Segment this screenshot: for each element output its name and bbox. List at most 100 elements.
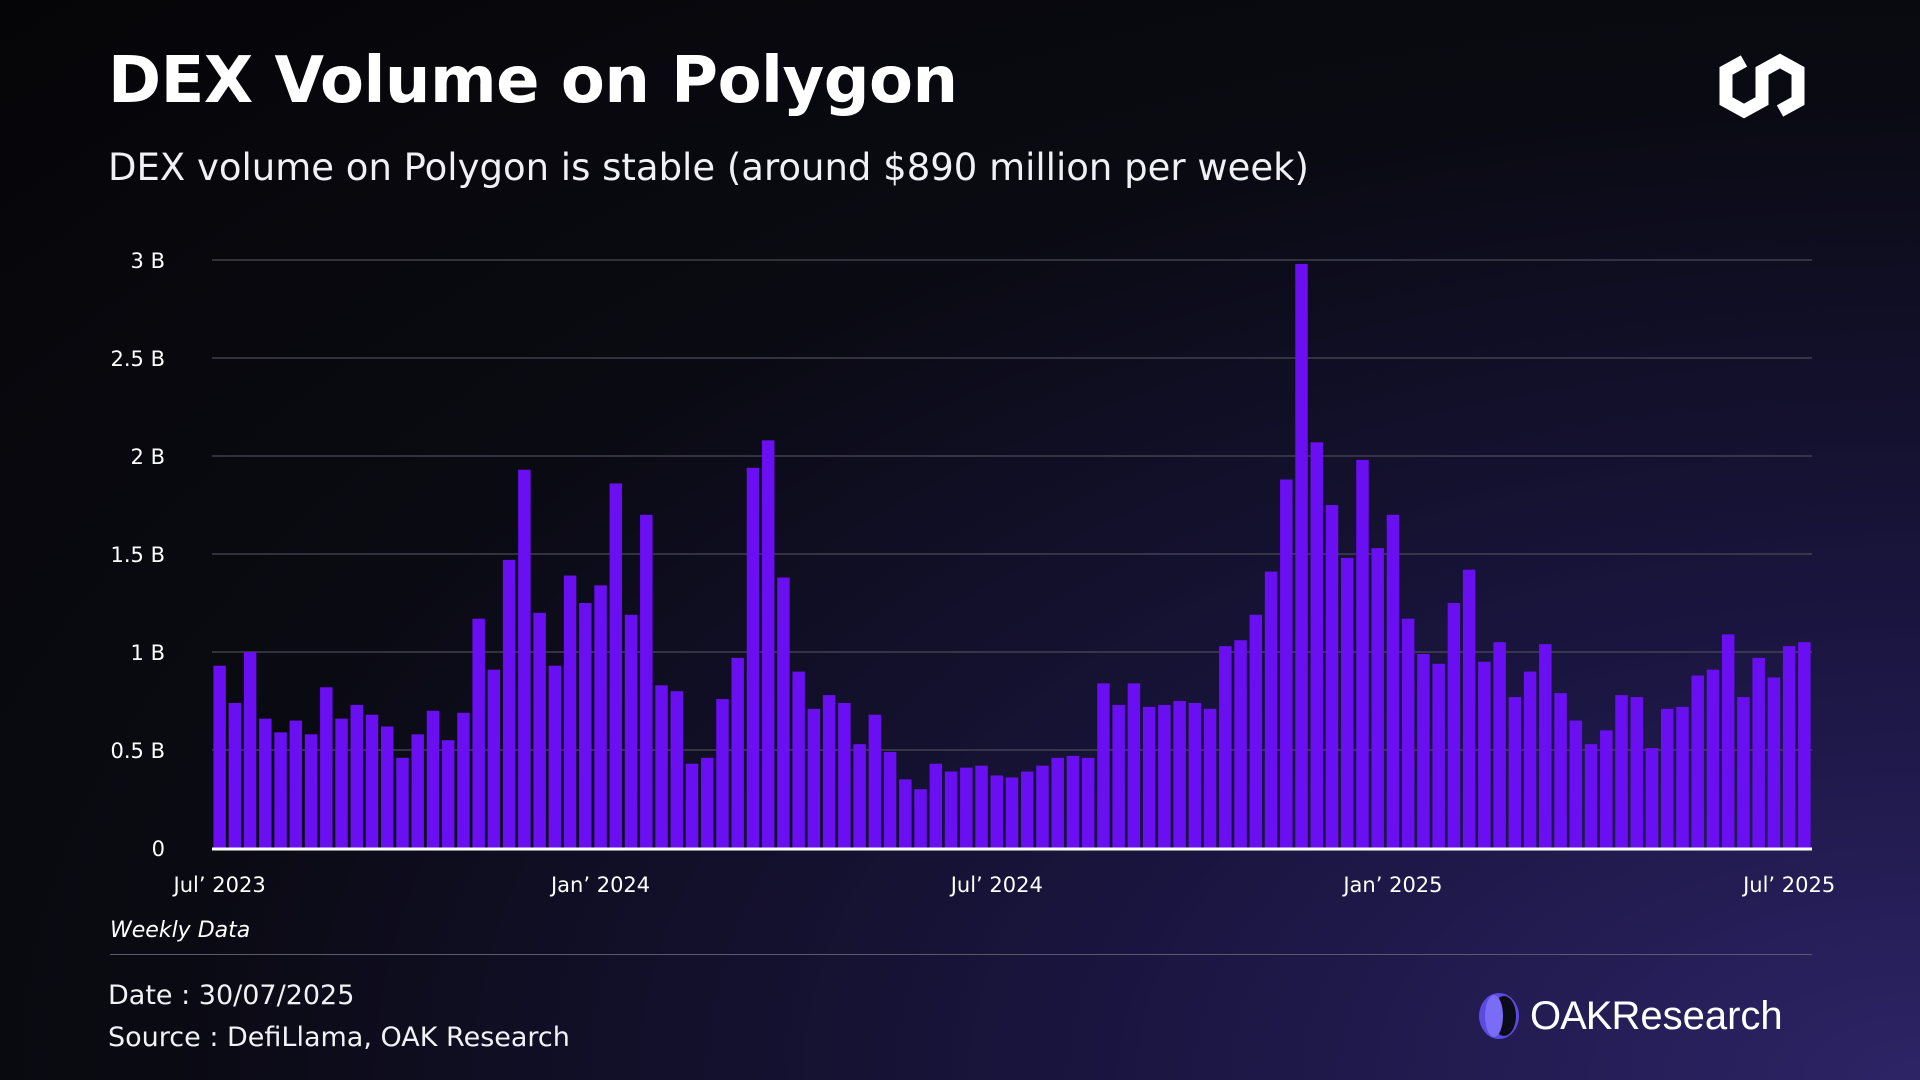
bar bbox=[1340, 557, 1354, 848]
x-tick-label: Jan’ 2024 bbox=[549, 873, 650, 897]
bar bbox=[944, 771, 958, 848]
bar bbox=[1447, 603, 1461, 848]
bar bbox=[1523, 671, 1537, 848]
bar bbox=[883, 751, 897, 848]
bar bbox=[853, 744, 866, 848]
bar-chart: 0 0.5 B 1 B 1.5 B 2 B 2.5 B 3 B Jul’ 2023 Jan’ 2… bbox=[111, 249, 1835, 897]
bar bbox=[868, 714, 882, 848]
bar bbox=[426, 710, 440, 848]
bar bbox=[1203, 708, 1217, 848]
bar bbox=[1127, 683, 1141, 848]
brand-logo: OAKResearch bbox=[1476, 988, 1783, 1044]
bar bbox=[1752, 657, 1765, 848]
bar bbox=[350, 704, 364, 848]
bar bbox=[838, 702, 851, 848]
page-title: DEX Volume on Polygon bbox=[108, 44, 958, 118]
bar bbox=[655, 685, 668, 848]
bar bbox=[1508, 697, 1522, 848]
bar bbox=[1584, 744, 1598, 848]
bar bbox=[1737, 697, 1750, 848]
data-frequency-note: Weekly Data bbox=[110, 918, 251, 943]
bar bbox=[1782, 646, 1796, 848]
oak-research-logo-icon bbox=[1479, 993, 1519, 1039]
bar bbox=[1310, 442, 1324, 848]
bar bbox=[259, 718, 272, 848]
bar bbox=[1219, 646, 1232, 848]
bar bbox=[1554, 693, 1567, 848]
bar bbox=[1539, 644, 1552, 848]
bar bbox=[396, 757, 409, 848]
x-tick-label: Jul’ 2025 bbox=[1741, 873, 1835, 897]
bar bbox=[1264, 571, 1278, 848]
date-label: Date : 30/07/2025 bbox=[108, 980, 355, 1011]
x-tick-label: Jul’ 2023 bbox=[172, 873, 266, 897]
bar bbox=[1173, 701, 1186, 848]
x-tick-label: Jul’ 2024 bbox=[949, 873, 1043, 897]
bar bbox=[243, 652, 257, 848]
bar bbox=[761, 440, 775, 848]
bar bbox=[228, 702, 242, 848]
bar bbox=[822, 695, 836, 848]
bar bbox=[1767, 677, 1781, 848]
y-tick-label: 3 B bbox=[131, 249, 165, 273]
y-tick-label: 0.5 B bbox=[111, 739, 165, 763]
footer-divider bbox=[110, 954, 1812, 955]
bar bbox=[1676, 706, 1689, 848]
bar bbox=[640, 514, 653, 848]
bar bbox=[746, 467, 760, 848]
bar bbox=[1691, 675, 1704, 848]
bar bbox=[1188, 702, 1202, 848]
bar bbox=[807, 708, 821, 848]
bar bbox=[487, 669, 501, 848]
source-label: Source : DefiLlama, OAK Research bbox=[108, 1022, 570, 1053]
bar bbox=[411, 734, 424, 848]
bar bbox=[1660, 708, 1674, 848]
y-tick-label: 2.5 B bbox=[111, 347, 165, 371]
bar bbox=[1432, 663, 1445, 848]
bar bbox=[1295, 263, 1308, 848]
bar bbox=[365, 714, 379, 848]
bar bbox=[670, 691, 684, 848]
bar bbox=[533, 612, 546, 848]
bar bbox=[1142, 706, 1156, 848]
brand-name-rest: Research bbox=[1611, 993, 1783, 1038]
bar bbox=[1401, 618, 1415, 848]
bar bbox=[1280, 479, 1293, 848]
bar bbox=[380, 726, 394, 848]
bar bbox=[518, 469, 531, 848]
bar bbox=[1020, 771, 1034, 848]
brand-name-bold: OAK bbox=[1530, 993, 1612, 1038]
y-tick-label: 1.5 B bbox=[111, 543, 165, 567]
bar bbox=[1005, 777, 1019, 848]
bar bbox=[1478, 661, 1491, 848]
bar bbox=[609, 483, 623, 848]
bar bbox=[274, 732, 287, 848]
bar bbox=[457, 712, 470, 848]
bar bbox=[975, 765, 988, 848]
bar bbox=[1249, 614, 1263, 848]
bar bbox=[579, 603, 592, 848]
bar bbox=[1600, 730, 1613, 848]
bar bbox=[1462, 569, 1476, 848]
bar bbox=[777, 577, 790, 848]
bar bbox=[731, 657, 744, 848]
bar bbox=[1721, 634, 1735, 848]
bar bbox=[1081, 757, 1095, 848]
bar bbox=[1234, 640, 1247, 848]
bar bbox=[624, 614, 638, 848]
bar bbox=[1569, 720, 1583, 848]
x-tick-label: Jan’ 2025 bbox=[1341, 873, 1442, 897]
bar bbox=[792, 671, 805, 848]
bar bbox=[1417, 653, 1430, 848]
bar bbox=[1051, 757, 1064, 848]
bar bbox=[1356, 459, 1369, 848]
bar bbox=[700, 757, 714, 848]
bar bbox=[335, 718, 348, 848]
bar bbox=[1798, 642, 1811, 848]
bar bbox=[899, 779, 912, 848]
bar bbox=[914, 789, 927, 848]
bar bbox=[320, 687, 333, 848]
bar bbox=[1325, 505, 1339, 848]
bar bbox=[1645, 748, 1659, 848]
bar bbox=[213, 665, 226, 848]
